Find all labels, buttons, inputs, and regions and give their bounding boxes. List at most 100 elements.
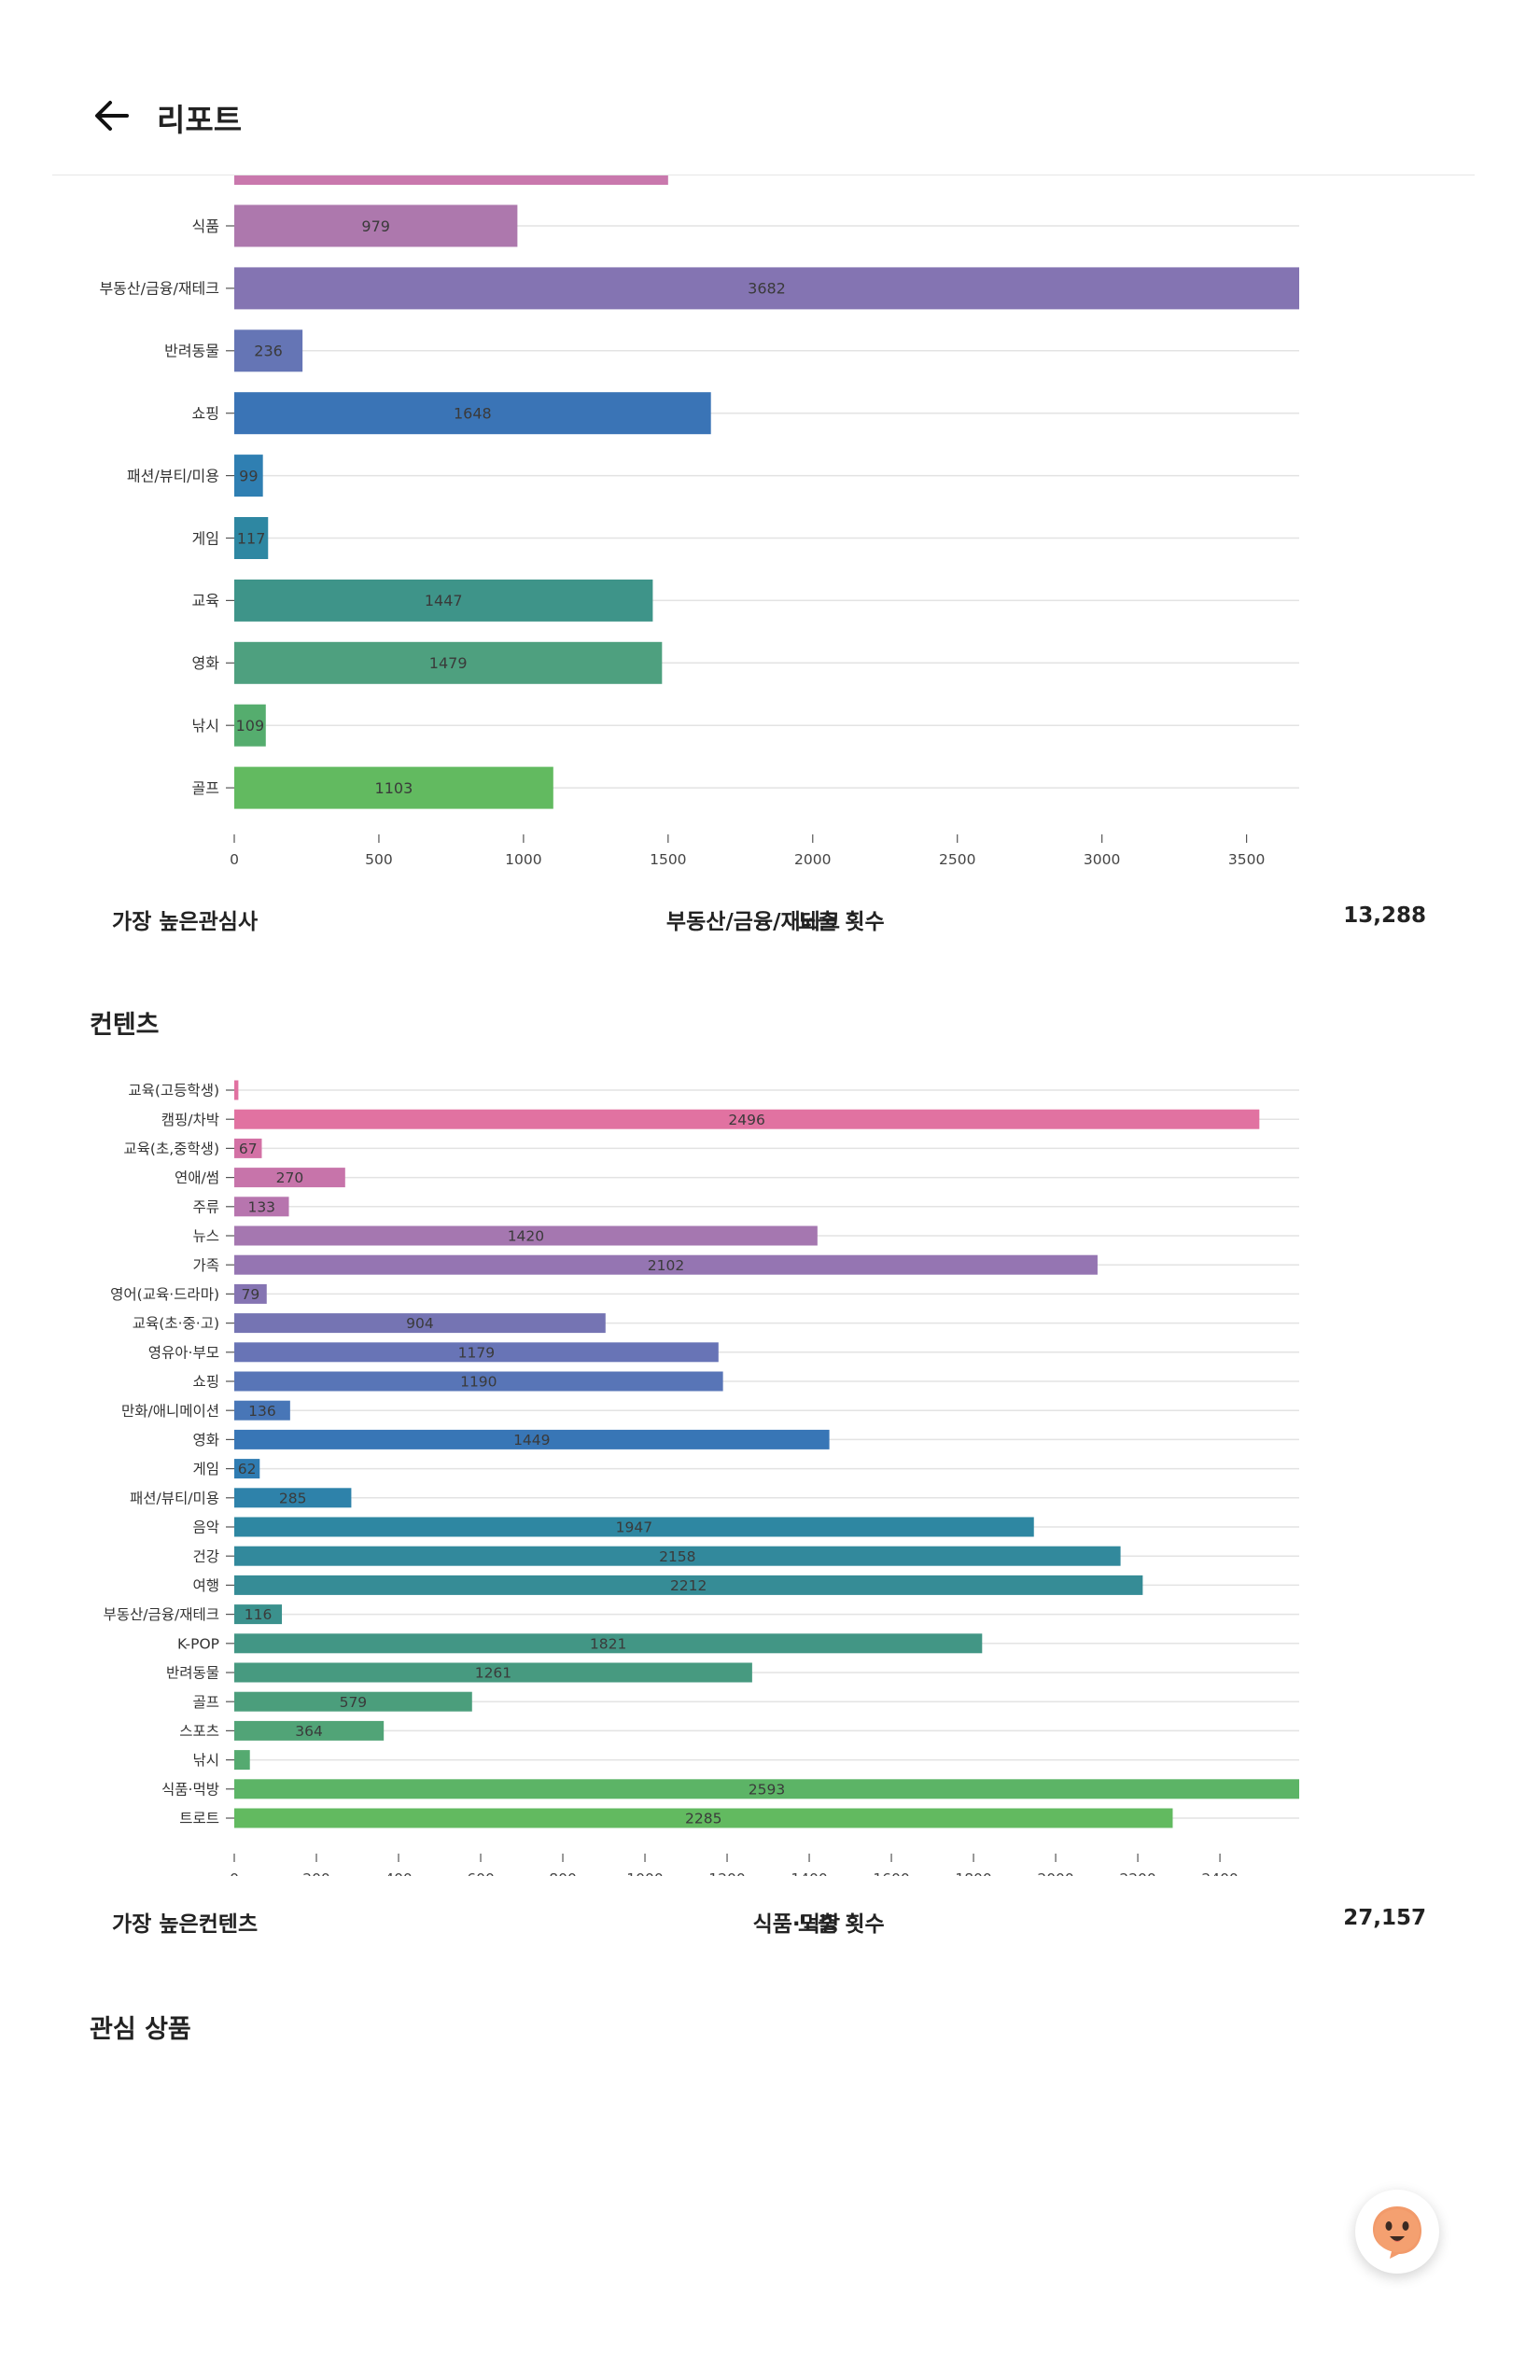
category-label: 영유아·부모 [148,1344,219,1361]
category-label: 쇼핑 [192,404,219,422]
bar-value-label: 1190 [460,1374,497,1391]
bar-value-label: 79 [242,1286,260,1303]
bar [234,329,303,372]
x-tick-label: 400 [385,1870,413,1876]
x-tick-label: 1200 [708,1870,745,1876]
bar-value-label: 2593 [749,1781,785,1798]
bar [234,1662,752,1683]
back-button[interactable] [90,93,134,138]
bar [234,704,266,747]
bar [234,204,518,247]
x-tick-label: 2500 [939,851,975,868]
category-label: 낚시 [192,717,219,735]
category-label: 쇼핑 [192,1374,219,1391]
bar-value-label: 270 [276,1169,304,1186]
bar-value-label: 236 [254,343,283,360]
bar [234,517,269,559]
category-label: 가족 [192,1257,219,1274]
bar [234,766,553,809]
bar [234,641,663,684]
category-label: 여행 [192,1577,219,1594]
contents-count-value: 27,157 [1343,1906,1426,1930]
category-label: 만화/애니메이션 [121,1403,219,1420]
bar [234,1197,289,1217]
category-label: 반려동물 [164,343,219,360]
interest-summary-value: 부동산/금융/재테크 [665,910,840,934]
bar-value-label: 1103 [375,779,413,797]
category-label: 낚시 [192,1752,219,1769]
x-tick-label: 2400 [1201,1870,1238,1876]
bar [234,1371,723,1392]
x-tick-label: 1000 [505,851,541,868]
category-label: 반려동물 [166,1665,219,1682]
category-label: 식품·먹방 [161,1781,219,1798]
contents-summary-value: 식품·먹방 [752,1912,840,1937]
category-label: 영화 [192,1432,219,1449]
x-tick-label: 1800 [955,1870,991,1876]
bar [234,1342,719,1363]
bar [234,1633,983,1654]
x-tick-label: 200 [302,1870,330,1876]
interest-summary-label: 가장 높은관심사 [112,910,259,934]
bar [234,1488,352,1508]
bar-value-label: 136 [248,1403,276,1420]
bar [234,1604,283,1625]
bar-value-label: 67 [239,1141,258,1157]
bar [234,1808,1173,1828]
bar [234,1720,385,1741]
category-label: 부동산/금융/재테크 [103,1606,219,1623]
category-label: 패션/뷰티/미용 [130,1490,219,1506]
bar-value-label: 1420 [508,1228,544,1245]
x-tick-label: 2000 [1037,1870,1073,1876]
category-label: 스포츠 [179,1723,219,1740]
bar-value-label: 2102 [648,1257,684,1274]
interest-summary: 가장 높은관심사 부동산/금융/재테크 노출 횟수 13,288 [112,903,1426,941]
category-label: 영화 [192,654,220,672]
arrow-left-icon [95,101,129,131]
bar [234,1225,818,1246]
bar [234,1575,1143,1595]
x-tick-label: 600 [467,1870,495,1876]
bar-value-label: 1447 [425,592,463,609]
x-tick-label: 1000 [626,1870,663,1876]
category-label: 골프 [192,779,219,797]
bar-value-label: 1449 [513,1432,550,1449]
x-tick-label: 500 [365,851,393,868]
category-label: K-POP [177,1635,219,1652]
bar-value-label: 1479 [429,654,468,672]
x-tick-label: 0 [230,851,239,868]
chatbot-face-icon [1373,2206,1421,2259]
chatbot-button[interactable] [1355,2190,1439,2274]
x-tick-label: 3000 [1084,851,1120,868]
bar-value-label: 364 [295,1723,323,1740]
category-label: 트로트 [179,1811,219,1827]
category-label: 연애/썸 [175,1169,219,1186]
x-tick-label: 1400 [791,1870,827,1876]
bar [234,1429,830,1449]
bar-value-label: 109 [236,717,265,735]
app-header: 리포트 [0,0,1540,175]
bar [234,1254,1098,1275]
category-label: 영어(교육·드라마) [110,1286,219,1303]
bar-value-label: 2496 [728,1112,764,1128]
products-section-title: 관심 상품 [90,2015,191,2044]
bar-value-label: 2285 [685,1811,721,1827]
x-tick-label: 1500 [650,851,686,868]
bar [234,1750,250,1771]
category-label: 건강 [192,1548,219,1565]
bar [234,1459,260,1479]
category-label: 패션/뷰티/미용 [127,467,219,484]
bar-value-label: 1821 [590,1635,626,1652]
category-label: 교육(초,중학생) [123,1141,219,1157]
bar-value-label: 1648 [454,404,492,422]
bar [234,455,263,497]
interest-count-label: 노출 횟수 [798,910,885,934]
bar [234,1517,1034,1537]
bar [234,1691,472,1712]
category-label: 부동산/금융/재테크 [99,280,219,298]
category-label: 음악 [192,1519,219,1536]
bar-value-label: 2212 [670,1577,707,1594]
bar [234,267,1299,310]
bar-value-label: 2158 [659,1548,695,1565]
category-label: 교육(고등학생) [128,1083,219,1099]
